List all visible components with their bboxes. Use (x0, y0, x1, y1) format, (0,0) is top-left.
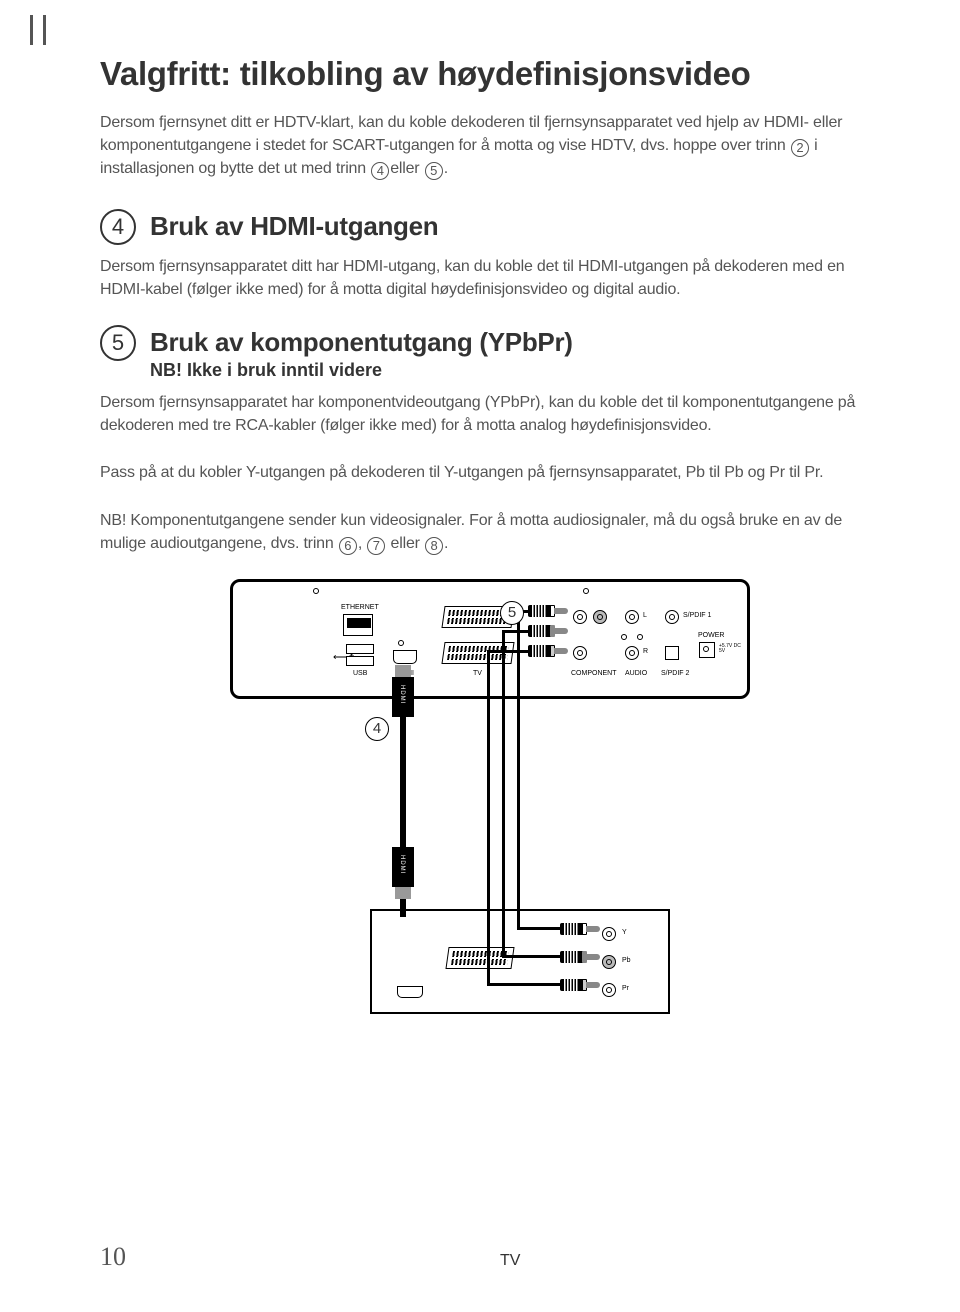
component-label: COMPONENT (571, 670, 617, 677)
hdmi-plug-bottom (392, 847, 414, 887)
audio-r-label: R (643, 648, 648, 655)
section-5-body-3: NB! Komponentutgangene sender kun videos… (100, 509, 880, 555)
spdif1-label: S/PDIF 1 (683, 612, 711, 619)
hdmi-port (393, 650, 417, 664)
tv-pr-label: Pr (622, 985, 629, 992)
rca-plug-pb-top (528, 625, 568, 637)
audio-r-jack (625, 646, 639, 660)
audio-label: AUDIO (625, 670, 647, 677)
section-5-body-2: Pass på at du kobler Y-utgangen på dekod… (100, 461, 880, 484)
component-pr-jack (573, 646, 587, 660)
audio-l-jack (625, 610, 639, 624)
rca-plug-y-top (528, 605, 568, 617)
tv-pb-jack (602, 955, 616, 969)
page-number: 10 (100, 1242, 126, 1272)
ethernet-port (343, 614, 373, 636)
usb-label: USB (353, 670, 367, 677)
rca-plug-pb-bottom (560, 951, 600, 963)
section-5-subtitle: NB! Ikke i bruk inntil videre (150, 360, 573, 381)
step-number-4: 4 (100, 209, 136, 245)
power-spec-label: +5.7V DC 5V (719, 644, 747, 654)
audio-l-label: L (643, 612, 647, 619)
tv-y-jack (602, 927, 616, 941)
section-4-heading: 4 Bruk av HDMI-utgangen (100, 209, 880, 245)
spdif2-port (665, 646, 679, 660)
intro-paragraph: Dersom fjernsynet ditt er HDTV-klart, ka… (100, 111, 880, 181)
decoder-rear-panel: ETHERNET ⟵⋔ USB HDMI TV COMPONENT L (230, 579, 750, 699)
tv-hdmi-port (397, 986, 423, 998)
tv-pr-jack (602, 983, 616, 997)
section-4-title: Bruk av HDMI-utgangen (150, 211, 438, 242)
tv-label: TV (500, 1252, 520, 1270)
rca-plug-pr-bottom (560, 979, 600, 991)
usb-port-1 (346, 644, 374, 654)
rca-plug-pr-top (528, 645, 568, 657)
section-5-heading: 5 Bruk av komponentutgang (YPbPr) NB! Ik… (100, 325, 880, 381)
spdif2-label: S/PDIF 2 (661, 670, 689, 677)
step-number-5: 5 (100, 325, 136, 361)
hdmi-plug-top (392, 677, 414, 717)
power-label: POWER (698, 632, 724, 639)
page-title: Valgfritt: tilkobling av høydefinisjonsv… (100, 55, 880, 93)
power-port (699, 642, 715, 658)
ethernet-label: ETHERNET (341, 604, 379, 611)
tv-pb-label: Pb (622, 957, 631, 964)
section-5-title: Bruk av komponentutgang (YPbPr) (150, 327, 573, 358)
diagram-callout-4: 4 (365, 717, 389, 741)
component-pb-jack (593, 610, 607, 624)
rca-plug-y-bottom (560, 923, 600, 935)
diagram-callout-5: 5 (500, 601, 524, 625)
tv-rear-panel: Y Pb Pr (370, 909, 670, 1014)
tv-y-label: Y (622, 929, 627, 936)
section-5-body-1: Dersom fjernsynsapparatet har komponentv… (100, 391, 880, 437)
usb-port-2 (346, 656, 374, 666)
section-4-body: Dersom fjernsynsapparatet ditt har HDMI-… (100, 255, 880, 301)
scart-tv-label: TV (473, 670, 482, 677)
page-crop-marks (30, 15, 60, 55)
connection-diagram: ETHERNET ⟵⋔ USB HDMI TV COMPONENT L (210, 579, 770, 1019)
spdif1-jack (665, 610, 679, 624)
component-y-jack (573, 610, 587, 624)
